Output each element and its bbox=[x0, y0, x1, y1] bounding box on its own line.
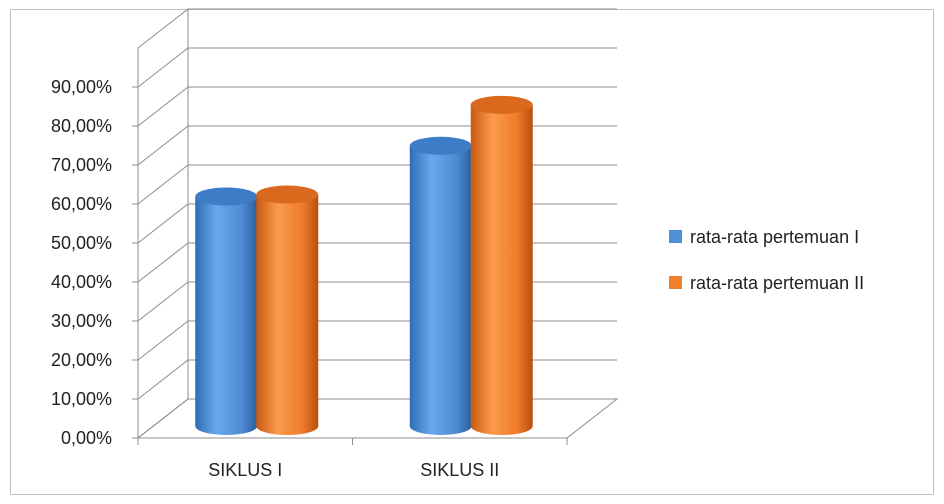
y-tick-label: 70,00% bbox=[51, 155, 112, 175]
bar-cylinder bbox=[470, 95, 533, 435]
bar-top-cap bbox=[470, 95, 533, 114]
gridline bbox=[137, 86, 617, 127]
x-category-label: SIKLUS II bbox=[420, 460, 499, 480]
bars-layer bbox=[195, 95, 533, 435]
y-tick-label: 90,00% bbox=[51, 77, 112, 97]
gridline bbox=[137, 125, 617, 166]
gridline bbox=[137, 47, 617, 88]
gridline bbox=[137, 8, 617, 49]
legend-label: rata-rata pertemuan II bbox=[690, 273, 864, 293]
legend: rata-rata pertemuan I rata-rata pertemuan… bbox=[669, 227, 864, 293]
bar-top-cap bbox=[409, 136, 472, 155]
bar-top-cap bbox=[256, 185, 319, 204]
y-tick-label: 80,00% bbox=[51, 116, 112, 136]
y-tick-label: 0,00% bbox=[61, 428, 112, 448]
legend-label: rata-rata pertemuan I bbox=[690, 227, 859, 247]
y-tick-label: 10,00% bbox=[51, 389, 112, 409]
axis-layer bbox=[132, 9, 619, 445]
x-category-label: SIKLUS I bbox=[208, 460, 282, 480]
y-tick-label: 60,00% bbox=[51, 194, 112, 214]
bar-top-cap bbox=[195, 187, 258, 206]
y-tick-label: 40,00% bbox=[51, 272, 112, 292]
bar-cylinder bbox=[256, 185, 319, 435]
chart-floor bbox=[136, 398, 619, 439]
bar-cylinder bbox=[409, 136, 472, 435]
labels-layer: 0,00% 10,00% 20,00% 30,00% 40,00% 50,00% 60,00… bbox=[51, 77, 499, 480]
legend-swatch bbox=[669, 230, 682, 243]
legend-swatch bbox=[669, 276, 682, 289]
y-tick-label: 30,00% bbox=[51, 311, 112, 331]
y-tick-label: 20,00% bbox=[51, 350, 112, 370]
bar-cylinder bbox=[195, 187, 258, 435]
y-tick-label: 50,00% bbox=[51, 233, 112, 253]
